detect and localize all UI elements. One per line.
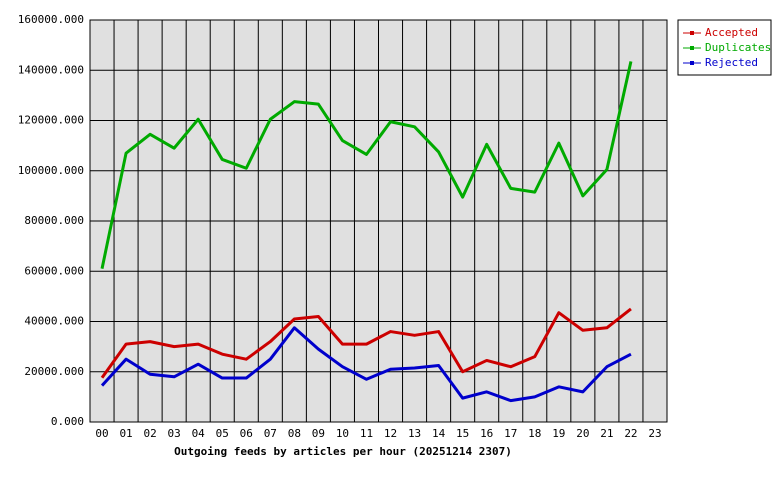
legend-label: Accepted — [705, 26, 758, 39]
y-tick-label: 120000.000 — [18, 114, 84, 127]
x-tick-label: 03 — [168, 427, 181, 440]
x-tick-label: 02 — [143, 427, 156, 440]
x-tick-label: 22 — [624, 427, 637, 440]
legend-label: Rejected — [705, 56, 758, 69]
x-tick-label: 11 — [360, 427, 373, 440]
x-tick-label: 01 — [119, 427, 132, 440]
series-line — [100, 307, 632, 379]
x-tick-label: 16 — [480, 427, 493, 440]
y-tick-label: 40000.000 — [24, 315, 84, 328]
x-tick-label: 06 — [240, 427, 253, 440]
x-tick-label: 07 — [264, 427, 277, 440]
x-axis-label: Outgoing feeds by articles per hour (202… — [174, 445, 512, 458]
x-tick-label: 23 — [648, 427, 661, 440]
x-tick-label: 14 — [432, 427, 446, 440]
x-tick-label: 05 — [216, 427, 229, 440]
legend-marker — [690, 61, 694, 65]
legend-marker — [690, 46, 694, 50]
y-tick-label: 0.000 — [51, 415, 84, 428]
x-tick-label: 21 — [600, 427, 613, 440]
series-line — [100, 61, 633, 270]
x-tick-label: 19 — [552, 427, 565, 440]
x-tick-label: 04 — [192, 427, 206, 440]
x-tick-label: 20 — [576, 427, 589, 440]
x-tick-label: 09 — [312, 427, 325, 440]
x-tick-label: 12 — [384, 427, 397, 440]
x-tick-label: 18 — [528, 427, 541, 440]
x-tick-label: 08 — [288, 427, 301, 440]
x-tick-label: 10 — [336, 427, 349, 440]
x-tick-label: 17 — [504, 427, 517, 440]
y-tick-label: 140000.000 — [18, 63, 84, 76]
x-tick-label: 00 — [95, 427, 108, 440]
legend-marker — [690, 31, 694, 35]
y-tick-label: 160000.000 — [18, 13, 84, 26]
y-tick-label: 80000.000 — [24, 214, 84, 227]
x-tick-label: 13 — [408, 427, 421, 440]
plot-border — [89, 19, 668, 423]
legend-label: Duplicates — [705, 41, 771, 54]
x-tick-label: 15 — [456, 427, 469, 440]
y-tick-label: 20000.000 — [24, 365, 84, 378]
y-tick-label: 100000.000 — [18, 164, 84, 177]
series-line — [100, 326, 632, 403]
y-tick-label: 60000.000 — [24, 264, 84, 277]
